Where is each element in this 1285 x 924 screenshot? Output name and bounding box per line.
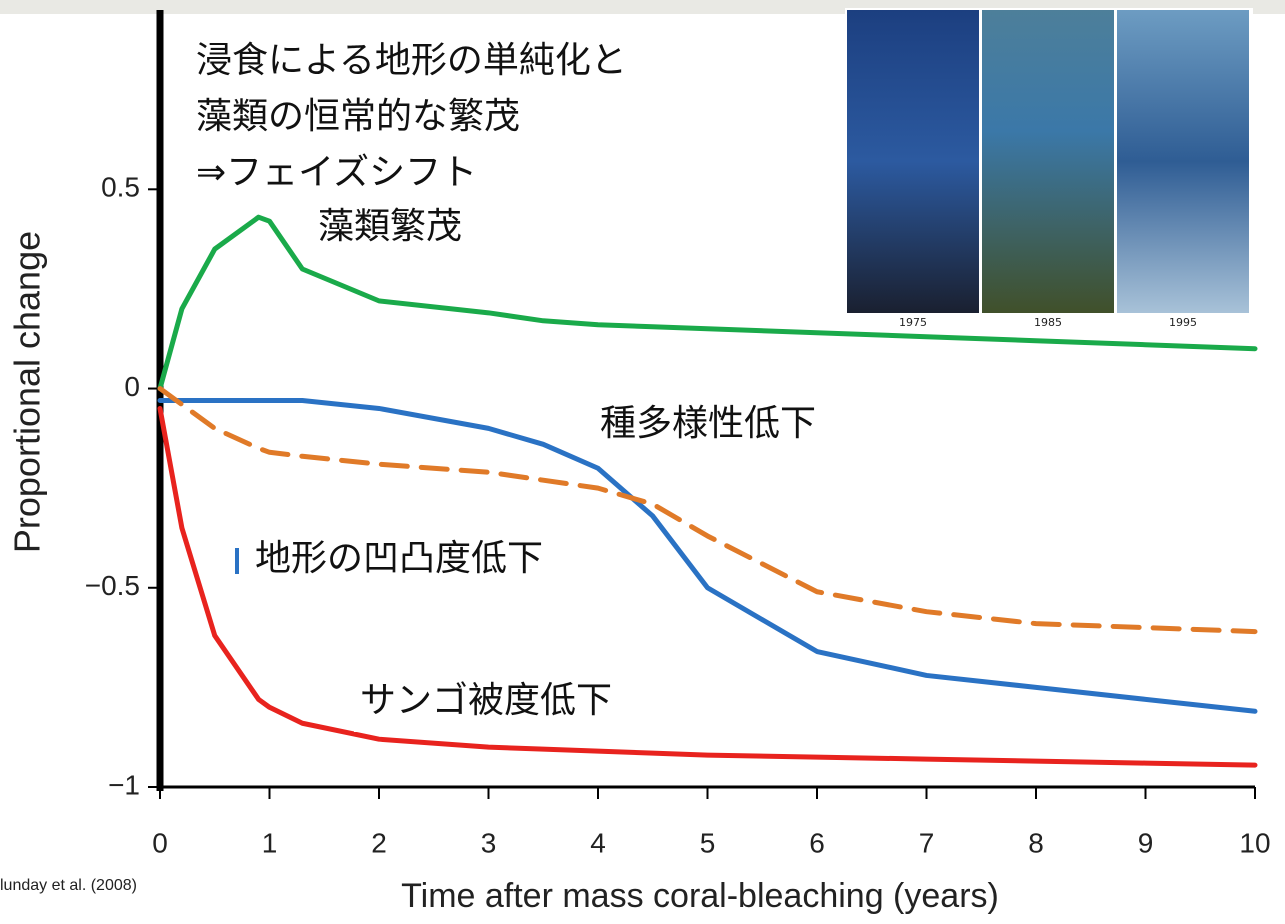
x-tick-label: 4 [590,827,606,858]
y-axis-label: Proportional change [7,231,48,553]
x-tick-label: 10 [1239,827,1270,858]
annotation: ⇒フェイズシフト [196,152,477,193]
annotation: 藻類の恒常的な繁茂 [196,96,520,137]
label-bg [249,532,557,590]
x-tick-label: 0 [152,827,168,858]
x-tick-label: 3 [481,827,497,858]
label-bg [354,674,625,732]
series-label: 地形の凹凸度低下 [255,538,543,579]
y-tick-label: 0.5 [101,172,140,203]
label-bg [594,397,828,455]
photo-year: 1985 [1034,316,1062,329]
y-tick-label: −1 [108,769,140,800]
series-line [157,397,1258,714]
series-label: サンゴ被度低下 [360,680,612,721]
label-bg [312,200,472,258]
photo-inset [845,8,1253,333]
x-tick-label: 2 [371,827,387,858]
x-tick-label: 7 [919,827,935,858]
series-label: 藻類繁茂 [318,206,462,247]
x-tick-label: 6 [809,827,825,858]
series-line [157,214,1258,392]
photo-year: 1995 [1169,316,1197,329]
x-tick-label: 9 [1138,827,1154,858]
series-line [157,405,1258,768]
series-line [157,386,1258,635]
x-axis-label: Time after mass coral-bleaching (years) [401,877,999,915]
x-tick-label: 1 [262,827,278,858]
series-label: 種多様性低下 [600,403,816,444]
y-tick-label: −0.5 [85,570,140,601]
y-tick-label: 0 [124,371,140,402]
annotation: 浸食による地形の単純化と [196,40,627,81]
x-tick-label: 5 [700,827,716,858]
photo-year: 1975 [899,316,927,329]
source: lunday et al. (2008) [0,877,137,894]
x-tick-label: 8 [1028,827,1044,858]
